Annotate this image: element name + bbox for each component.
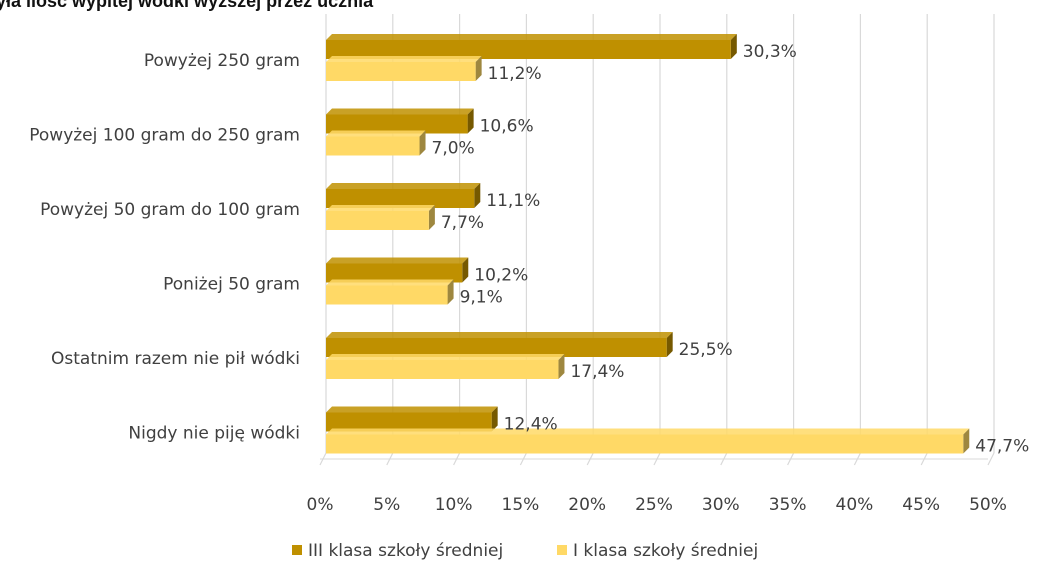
bar-top-face [326, 428, 970, 435]
gridline-foot [987, 452, 995, 466]
gridline-foot [386, 452, 394, 466]
data-label: 10,2% [474, 266, 528, 286]
gridline-foot [319, 452, 327, 466]
bar [326, 338, 667, 357]
bar-side-face [428, 205, 435, 230]
legend-label: I klasa szkoły średniej [573, 541, 758, 561]
labels-layer: 0% 5% 10% 15% 20% 25% 30% 35% 40% 45% 50% Powyżej 2… [29, 42, 1029, 515]
gridline-foot [787, 452, 795, 466]
category-label: Powyżej 100 gram do 250 gram [29, 126, 300, 146]
gridline-foot [586, 452, 594, 466]
bar-top-face [326, 257, 469, 264]
bar [326, 211, 429, 230]
bar [326, 412, 492, 432]
bar-side-face [462, 257, 469, 283]
bar-side-face [474, 183, 481, 208]
bar-side-face [730, 34, 737, 59]
data-label: 30,3% [743, 42, 797, 62]
x-tick-label: 50% [969, 495, 1007, 515]
data-label: 12,4% [504, 415, 558, 435]
x-tick-label: 25% [635, 495, 673, 515]
bar [326, 263, 463, 283]
bar-side-face [963, 428, 970, 454]
bar [326, 434, 964, 454]
bar-side-face [666, 332, 673, 357]
category-label: Powyżej 50 gram do 100 gram [40, 200, 300, 220]
bar-side-face [467, 108, 474, 134]
data-label: 7,0% [432, 139, 475, 159]
x-tick-label: 30% [702, 495, 740, 515]
category-label: Poniżej 50 gram [163, 275, 300, 295]
gridline-foot [653, 452, 661, 466]
bar [326, 189, 475, 208]
legend-swatch [292, 545, 302, 555]
x-tick-label: 35% [769, 495, 807, 515]
bar-top-face [326, 279, 454, 286]
data-label: 17,4% [570, 362, 624, 382]
bar-side-face [419, 130, 426, 156]
x-tick-label: 45% [902, 495, 940, 515]
bar-top-face [326, 332, 673, 338]
x-tick-label: 20% [568, 495, 606, 515]
bar [326, 285, 448, 305]
bar-top-face [326, 354, 565, 360]
data-label: 7,7% [441, 213, 484, 233]
legend-swatch [557, 545, 567, 555]
legend-label: III klasa szkoły średniej [308, 541, 503, 561]
chart-title: yła ilość wypitej wódki wyższej przez uc… [0, 0, 374, 11]
bar-top-face [326, 205, 435, 211]
bar-top-face [326, 183, 481, 189]
x-tick-label: 0% [307, 495, 334, 515]
x-tick-label: 15% [502, 495, 540, 515]
data-label: 11,1% [486, 191, 540, 211]
bar-top-face [326, 130, 426, 137]
gridline-foot [720, 452, 728, 466]
gridline-foot [853, 452, 861, 466]
data-label: 10,6% [480, 117, 534, 137]
category-label: Ostatnim razem nie pił wódki [51, 349, 300, 369]
category-label: Powyżej 250 gram [144, 51, 300, 71]
bar-side-face [491, 406, 498, 432]
bar [326, 114, 468, 134]
x-tick-label: 5% [373, 495, 400, 515]
bar-side-face [558, 354, 565, 379]
x-tick-label: 40% [836, 495, 874, 515]
gridline-foot [920, 452, 928, 466]
bar [326, 360, 559, 379]
gridline-foot [453, 452, 461, 466]
bar-side-face [447, 279, 454, 305]
data-label: 11,2% [488, 64, 542, 84]
bar-top-face [326, 56, 482, 62]
gridline-foot [519, 452, 527, 466]
bar-top-face [326, 406, 498, 413]
data-label: 9,1% [460, 288, 503, 308]
bar-top-face [326, 108, 474, 115]
category-label: Nigdy nie piję wódki [128, 424, 300, 444]
legend: III klasa szkoły średniej I klasa szkoły … [292, 541, 758, 561]
data-label: 25,5% [679, 340, 733, 360]
bars-layer [326, 34, 970, 454]
bar-top-face [326, 34, 737, 40]
data-label: 47,7% [975, 437, 1029, 457]
bar [326, 62, 476, 81]
bar-side-face [475, 56, 482, 81]
x-tick-label: 10% [435, 495, 473, 515]
grid-layer [319, 14, 995, 466]
bar [326, 136, 420, 156]
bar [326, 40, 731, 59]
